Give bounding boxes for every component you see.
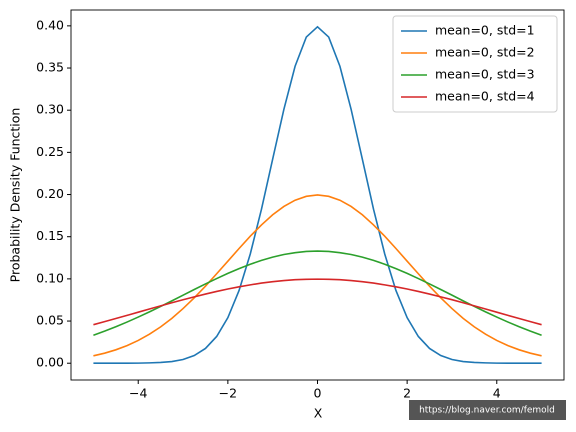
y-tick-label: 0.15	[36, 228, 64, 243]
series-line	[93, 25, 542, 365]
legend-label: mean=0, std=2	[435, 45, 535, 60]
x-tick-label: 4	[493, 386, 501, 401]
plot-frame	[70, 9, 565, 381]
y-tick-label: 0.35	[36, 60, 64, 75]
y-tick-label: 0.00	[36, 355, 64, 370]
y-tick-label: 0.30	[36, 102, 64, 117]
x-axis-label: X	[314, 406, 323, 421]
legend-label: mean=0, std=4	[435, 89, 535, 104]
y-tick-label: 0.10	[36, 270, 64, 285]
legend-label: mean=0, std=1	[435, 23, 535, 38]
legend-label: mean=0, std=3	[435, 67, 535, 82]
series-line	[93, 250, 542, 336]
y-tick-label: 0.05	[36, 313, 64, 328]
x-tick-label: −4	[129, 386, 147, 401]
series-line	[93, 194, 542, 357]
series-line	[93, 278, 542, 326]
y-tick-label: 0.20	[36, 186, 64, 201]
watermark: https://blog.naver.com/femold	[419, 406, 555, 416]
y-tick-label: 0.25	[36, 144, 64, 159]
x-tick-label: 2	[403, 386, 411, 401]
watermark-box	[409, 400, 566, 420]
x-tick-label: 0	[314, 386, 322, 401]
y-axis-label: Probability Density Function	[8, 108, 23, 283]
y-tick-label: 0.40	[36, 17, 64, 32]
legend-box	[392, 15, 558, 113]
x-tick-label: −2	[219, 386, 237, 401]
